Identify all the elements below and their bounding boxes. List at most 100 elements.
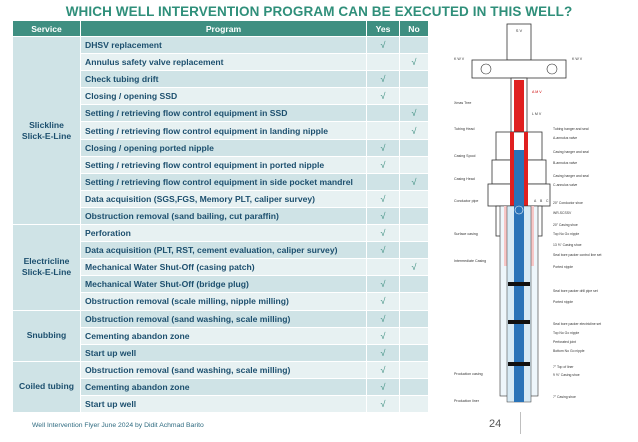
header-service: Service [12, 20, 81, 37]
program-cell: Obstruction removal (scale milling, nipp… [80, 292, 367, 311]
left-label: Casing Spool [454, 154, 476, 158]
no-mark-cell [399, 326, 429, 345]
packer-2-icon [508, 320, 530, 324]
yes-mark-cell: √ [366, 377, 400, 396]
lmv-label: L M V [532, 112, 542, 116]
footer-text: Well Intervention Flyer June 2024 by Did… [32, 422, 204, 429]
table-row: Start up well √ [13, 394, 429, 414]
no-mark-cell [399, 155, 429, 174]
table-row: Start up well √ [13, 343, 429, 362]
tubing-bore-red [514, 80, 524, 150]
right-label: Seal bore packer electricline set [553, 322, 601, 326]
table-row: Annulus safety valve replacement √ [13, 53, 429, 72]
program-cell: Obstruction removal (sand washing, scale… [80, 309, 367, 328]
left-labels: Tubing Head Casing Spool Casing Head Conduc… [454, 127, 486, 403]
right-label: WR-SCSSV [553, 211, 572, 215]
table-row: Cementing abandon zone √ [13, 326, 429, 345]
table-row: Slickline Slick-E-Line DHSV replacement √ [12, 35, 429, 226]
no-mark-cell: √ [399, 258, 429, 277]
no-mark-cell [399, 138, 429, 157]
yes-mark-cell: √ [366, 292, 400, 311]
annulus-label: C [546, 199, 549, 203]
yes-mark-cell: √ [366, 275, 400, 294]
yes-mark-cell: √ [366, 138, 400, 157]
swab-valve-block [506, 23, 532, 61]
annulus-label: B [540, 199, 543, 203]
service-cell: Electricline Slick-E-Line [12, 224, 81, 311]
table-row: Mechanical Water Shut-Off (bridge plug) √ [13, 275, 429, 294]
yes-mark-cell: √ [366, 309, 400, 328]
program-cell: Cementing abandon zone [80, 326, 367, 345]
no-mark-cell [399, 377, 429, 396]
table-row: Coiled tubing Obstruction removal (sand w… [12, 360, 429, 414]
yes-mark-cell: √ [366, 394, 400, 414]
header-program: Program [80, 20, 367, 37]
no-mark-cell [399, 275, 429, 294]
no-mark-cell [399, 87, 429, 106]
table-row: Setting / retrieving flow control equipm… [13, 104, 429, 123]
program-cell: Data acquisition (PLT, RST, cement evalu… [80, 241, 367, 260]
right-label: Top No Go nipple [553, 331, 579, 335]
right-label: C-annulus valve [553, 183, 577, 187]
yes-mark-cell: √ [366, 87, 400, 106]
program-cell: Mechanical Water Shut-Off (bridge plug) [80, 275, 367, 294]
no-mark-cell [399, 394, 429, 414]
kwv-left-label: K W V [454, 57, 465, 61]
program-cell: Obstruction removal (sand washing, scale… [80, 360, 367, 379]
yes-mark-cell [366, 258, 400, 277]
table-row: Setting / retrieving flow control equipm… [13, 172, 429, 191]
yes-mark-cell: √ [366, 360, 400, 379]
annulus-red-right [524, 132, 528, 206]
program-cell: Closing / opening ported nipple [80, 138, 367, 157]
no-mark-cell: √ [399, 172, 429, 191]
page-title: WHICH WELL INTERVENTION PROGRAM CAN BE E… [65, 4, 573, 19]
program-cell: Setting / retrieving flow control equipm… [80, 155, 367, 174]
header-yes: Yes [366, 20, 400, 37]
table-row: Closing / opening ported nipple √ [13, 138, 429, 157]
left-label: Surface casing [454, 232, 478, 236]
right-label: Seal bore packer control line set [553, 253, 601, 257]
packer-3-icon [508, 362, 530, 366]
program-table: Service Program Yes No Slickline Slick-E… [12, 20, 429, 414]
program-cell: Setting / retrieving flow control equipm… [80, 104, 367, 123]
program-cell: Setting / retrieving flow control equipm… [80, 172, 367, 191]
left-label: Production casing [454, 372, 483, 376]
program-cell: Start up well [80, 343, 367, 362]
no-mark-cell [399, 309, 429, 328]
yes-mark-cell: √ [366, 224, 400, 243]
annulus-red-left [510, 132, 514, 206]
yes-mark-cell [366, 53, 400, 72]
yes-mark-cell: √ [366, 35, 400, 55]
service-cell: Coiled tubing [12, 360, 81, 414]
yes-mark-cell [366, 172, 400, 191]
right-label: Ported nipple [553, 265, 573, 269]
no-mark-cell: √ [399, 53, 429, 72]
yes-mark-cell: √ [366, 70, 400, 89]
table-row: Mechanical Water Shut-Off (casing patch)… [13, 258, 429, 277]
program-cell: Annulus safety valve replacement [80, 53, 367, 72]
table-row: Electricline Slick-E-Line Perforation √ [12, 224, 429, 311]
right-label: Casing hanger and seal [553, 174, 589, 178]
right-label: Casing hanger and seal [553, 150, 589, 154]
program-cell: Start up well [80, 394, 367, 414]
right-label: 7" Casing shoe [553, 395, 576, 399]
yes-mark-cell: √ [366, 241, 400, 260]
right-label: 20" Casing shoe [553, 223, 578, 227]
yes-mark-cell: √ [366, 326, 400, 345]
table-row: Obstruction removal (sand bailing, cut p… [13, 206, 429, 226]
program-cell: Mechanical Water Shut-Off (casing patch) [80, 258, 367, 277]
table-row: Obstruction removal (scale milling, nipp… [13, 292, 429, 311]
no-mark-cell [399, 224, 429, 243]
service-cell: Snubbing [12, 309, 81, 362]
no-mark-cell [399, 206, 429, 226]
yes-mark-cell [366, 104, 400, 123]
kwv-left-valve-icon [480, 63, 492, 75]
program-cell: Setting / retrieving flow control equipm… [80, 121, 367, 140]
table-row: Data acquisition (SGS,FGS, Memory PLT, c… [13, 189, 429, 208]
no-mark-cell: √ [399, 121, 429, 140]
left-label: Casing Head [454, 177, 475, 181]
no-mark-cell [399, 35, 429, 55]
program-cell: Check tubing drift [80, 70, 367, 89]
no-mark-cell [399, 343, 429, 362]
table-row: Check tubing drift √ [13, 70, 429, 89]
